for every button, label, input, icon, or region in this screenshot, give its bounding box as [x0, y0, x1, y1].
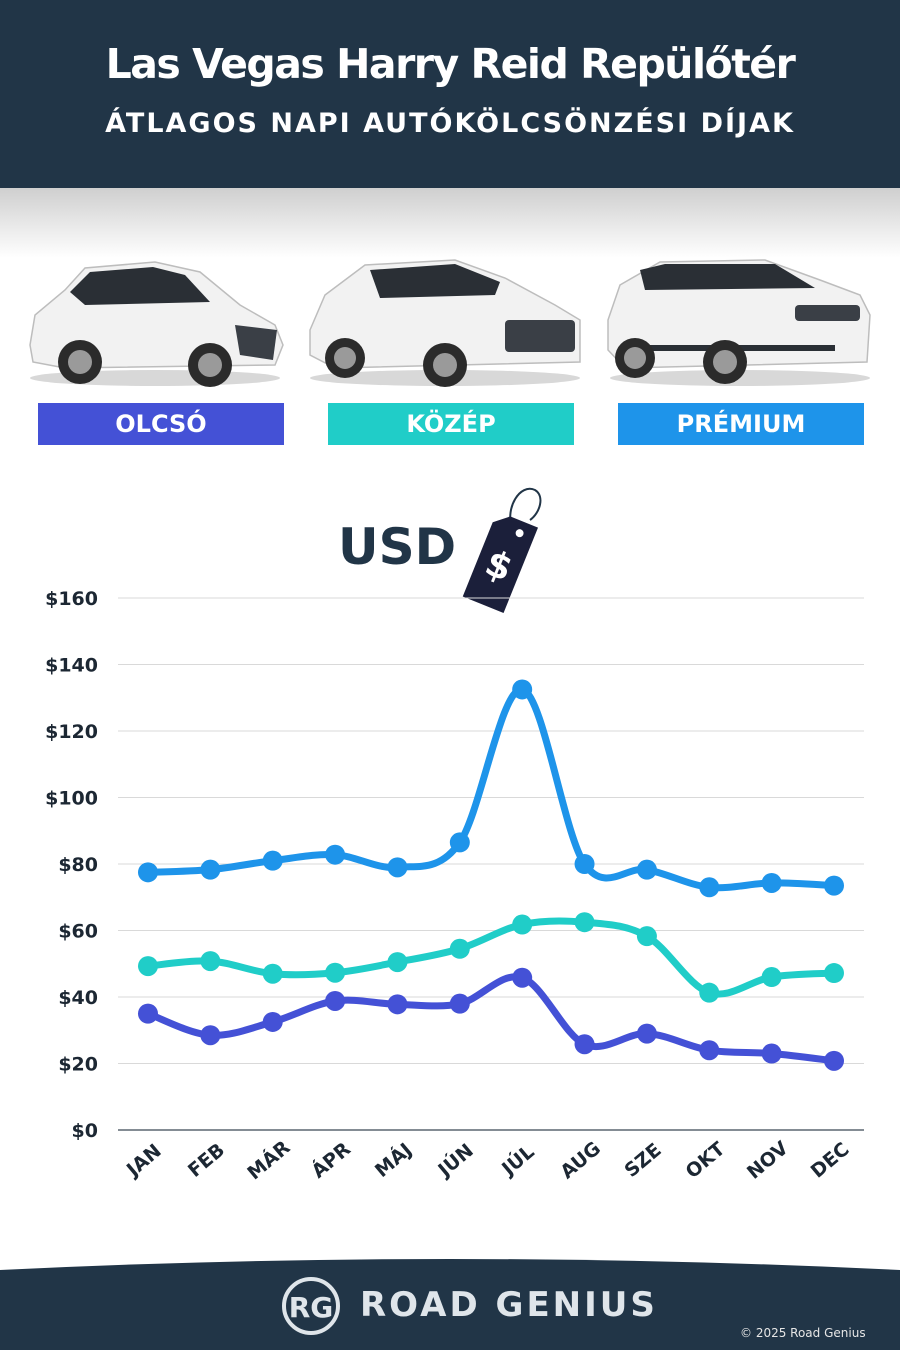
x-tick-label: OKT	[682, 1138, 730, 1183]
x-tick-label: DEC	[807, 1138, 854, 1182]
data-point	[574, 912, 595, 933]
data-point	[824, 963, 844, 984]
data-point	[325, 962, 346, 983]
data-point	[449, 832, 470, 853]
rental-price-line-chart: $0 $20 $40 $60 $80 $100 $120 $140 $160 JAN FEB MÁR…	[45, 588, 864, 1184]
midsize-suv-image	[309, 259, 581, 387]
data-point	[761, 872, 782, 893]
data-point	[387, 994, 408, 1015]
data-point	[262, 963, 283, 984]
data-point	[200, 951, 221, 972]
x-tick-label: MÁR	[243, 1135, 295, 1184]
data-point	[574, 1034, 595, 1055]
data-point	[512, 679, 533, 700]
x-tick-label: SZE	[620, 1139, 665, 1182]
y-tick-label: $140	[45, 655, 98, 677]
data-point	[387, 952, 408, 973]
data-point	[449, 938, 470, 959]
x-tick-label: JÚL	[495, 1139, 538, 1181]
series-line-prémium	[144, 685, 838, 892]
x-tick-label: JÚN	[431, 1138, 477, 1182]
category-label-economy: OLCSÓ	[38, 403, 284, 445]
y-tick-label: $80	[58, 854, 98, 876]
logo-text: RG	[289, 1291, 334, 1324]
data-point	[824, 875, 844, 896]
data-point	[325, 990, 346, 1011]
brand-name: ROAD GENIUS	[360, 1285, 658, 1325]
header-banner: Las Vegas Harry Reid Repülőtér ÁTLAGOS N…	[0, 0, 900, 188]
data-point	[699, 1040, 720, 1061]
data-point	[636, 926, 657, 947]
y-tick-label: $0	[72, 1120, 98, 1142]
x-tick-label: ÁPR	[307, 1137, 355, 1183]
currency-label: USD	[338, 518, 457, 576]
road-genius-logo-icon: RG	[282, 1277, 340, 1335]
premium-suv-image	[607, 259, 871, 386]
data-point	[699, 982, 720, 1003]
data-point	[761, 967, 782, 988]
data-point	[200, 859, 221, 880]
y-tick-label: $160	[45, 588, 98, 610]
data-point	[636, 859, 657, 880]
copyright-text: © 2025 Road Genius	[740, 1326, 866, 1340]
y-tick-label: $120	[45, 721, 98, 743]
data-point	[636, 1023, 657, 1044]
data-point	[262, 850, 283, 871]
data-point	[699, 877, 720, 898]
x-tick-label: MÁJ	[370, 1138, 416, 1182]
data-point	[262, 1011, 283, 1032]
data-point	[761, 1043, 782, 1064]
data-point	[387, 857, 408, 878]
category-label-premium: PRÉMIUM	[618, 403, 864, 445]
data-point	[325, 844, 346, 865]
data-point	[824, 1050, 844, 1071]
x-tick-label: AUG	[556, 1137, 605, 1183]
y-tick-label: $20	[58, 1054, 98, 1076]
x-tick-label: JAN	[121, 1140, 166, 1182]
x-tick-label: NOV	[743, 1137, 793, 1184]
x-tick-label: FEB	[184, 1139, 229, 1182]
y-tick-label: $40	[58, 987, 98, 1009]
footer-banner	[0, 1259, 900, 1350]
data-point	[200, 1025, 221, 1046]
data-point	[138, 862, 158, 883]
y-tick-label: $60	[58, 921, 98, 943]
dollar-price-tag-icon: $	[462, 487, 542, 613]
page-subtitle: ÁTLAGOS NAPI AUTÓKÖLCSÖNZÉSI DÍJAK	[105, 108, 795, 139]
data-point	[512, 914, 533, 935]
data-point	[138, 956, 158, 977]
economy-car-image	[29, 261, 284, 387]
y-tick-label: $100	[45, 788, 98, 810]
data-point	[512, 967, 533, 988]
page-title: Las Vegas Harry Reid Repülőtér	[105, 40, 796, 88]
data-point	[449, 993, 470, 1014]
data-point	[574, 854, 595, 874]
data-point	[138, 1003, 158, 1024]
category-label-midsize: KÖZÉP	[328, 403, 574, 445]
header-shadow	[0, 188, 900, 258]
